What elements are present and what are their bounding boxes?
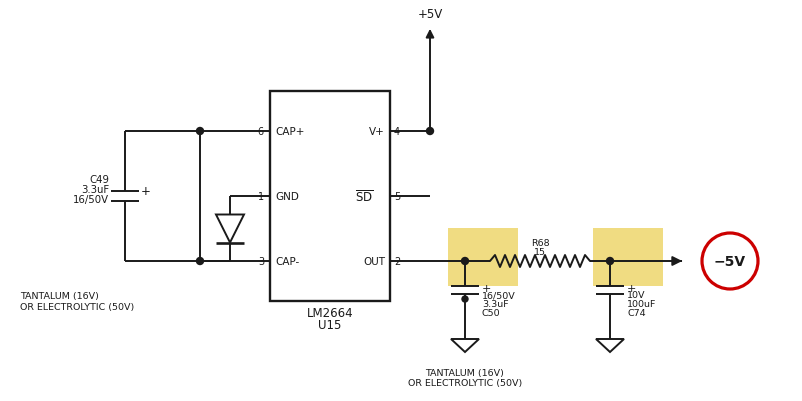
Bar [448, 229, 518, 286]
Text: −5V: −5V [714, 254, 746, 268]
Text: 16/50V: 16/50V [482, 291, 516, 300]
Circle shape [196, 258, 204, 265]
Text: 5: 5 [394, 192, 400, 201]
Circle shape [196, 128, 204, 135]
Text: 3: 3 [258, 256, 264, 266]
Polygon shape [596, 339, 624, 352]
Bar [593, 229, 663, 286]
Text: LM2664: LM2664 [306, 307, 354, 320]
Text: TANTALUM (16V): TANTALUM (16V) [20, 292, 99, 301]
Text: 100uF: 100uF [627, 300, 656, 309]
Text: R68: R68 [531, 239, 549, 248]
Circle shape [427, 128, 434, 135]
Bar [270, 92, 390, 301]
Text: GND: GND [275, 192, 299, 201]
Polygon shape [451, 339, 479, 352]
Text: 3.3uF: 3.3uF [482, 300, 508, 309]
Text: CAP-: CAP- [275, 256, 299, 266]
Text: TANTALUM (16V): TANTALUM (16V) [426, 369, 504, 378]
Text: C49: C49 [89, 174, 109, 184]
Text: OR ELECTROLYTIC (50V): OR ELECTROLYTIC (50V) [20, 303, 134, 312]
Text: C50: C50 [482, 309, 500, 318]
Text: 6: 6 [258, 127, 264, 137]
Text: 2: 2 [394, 256, 400, 266]
Text: OUT: OUT [363, 256, 385, 266]
Text: 3.3uF: 3.3uF [81, 184, 109, 194]
Text: 4: 4 [394, 127, 400, 137]
Text: C74: C74 [627, 309, 646, 318]
Text: OR ELECTROLYTIC (50V): OR ELECTROLYTIC (50V) [408, 379, 522, 387]
Text: +: + [141, 185, 151, 198]
Polygon shape [216, 215, 244, 243]
Text: U15: U15 [318, 319, 342, 332]
Text: +5V: +5V [417, 8, 443, 21]
Text: 16/50V: 16/50V [73, 194, 109, 205]
Text: +: + [482, 283, 492, 293]
Text: 15: 15 [534, 248, 546, 257]
Circle shape [461, 258, 468, 265]
Text: +: + [627, 283, 636, 293]
Circle shape [606, 258, 614, 265]
Circle shape [462, 296, 468, 302]
Text: 1: 1 [258, 192, 264, 201]
Text: V+: V+ [369, 127, 385, 137]
Text: CAP+: CAP+ [275, 127, 305, 137]
Text: 10V: 10V [627, 291, 646, 300]
Text: $\overline{\mathrm{SD}}$: $\overline{\mathrm{SD}}$ [355, 189, 374, 204]
